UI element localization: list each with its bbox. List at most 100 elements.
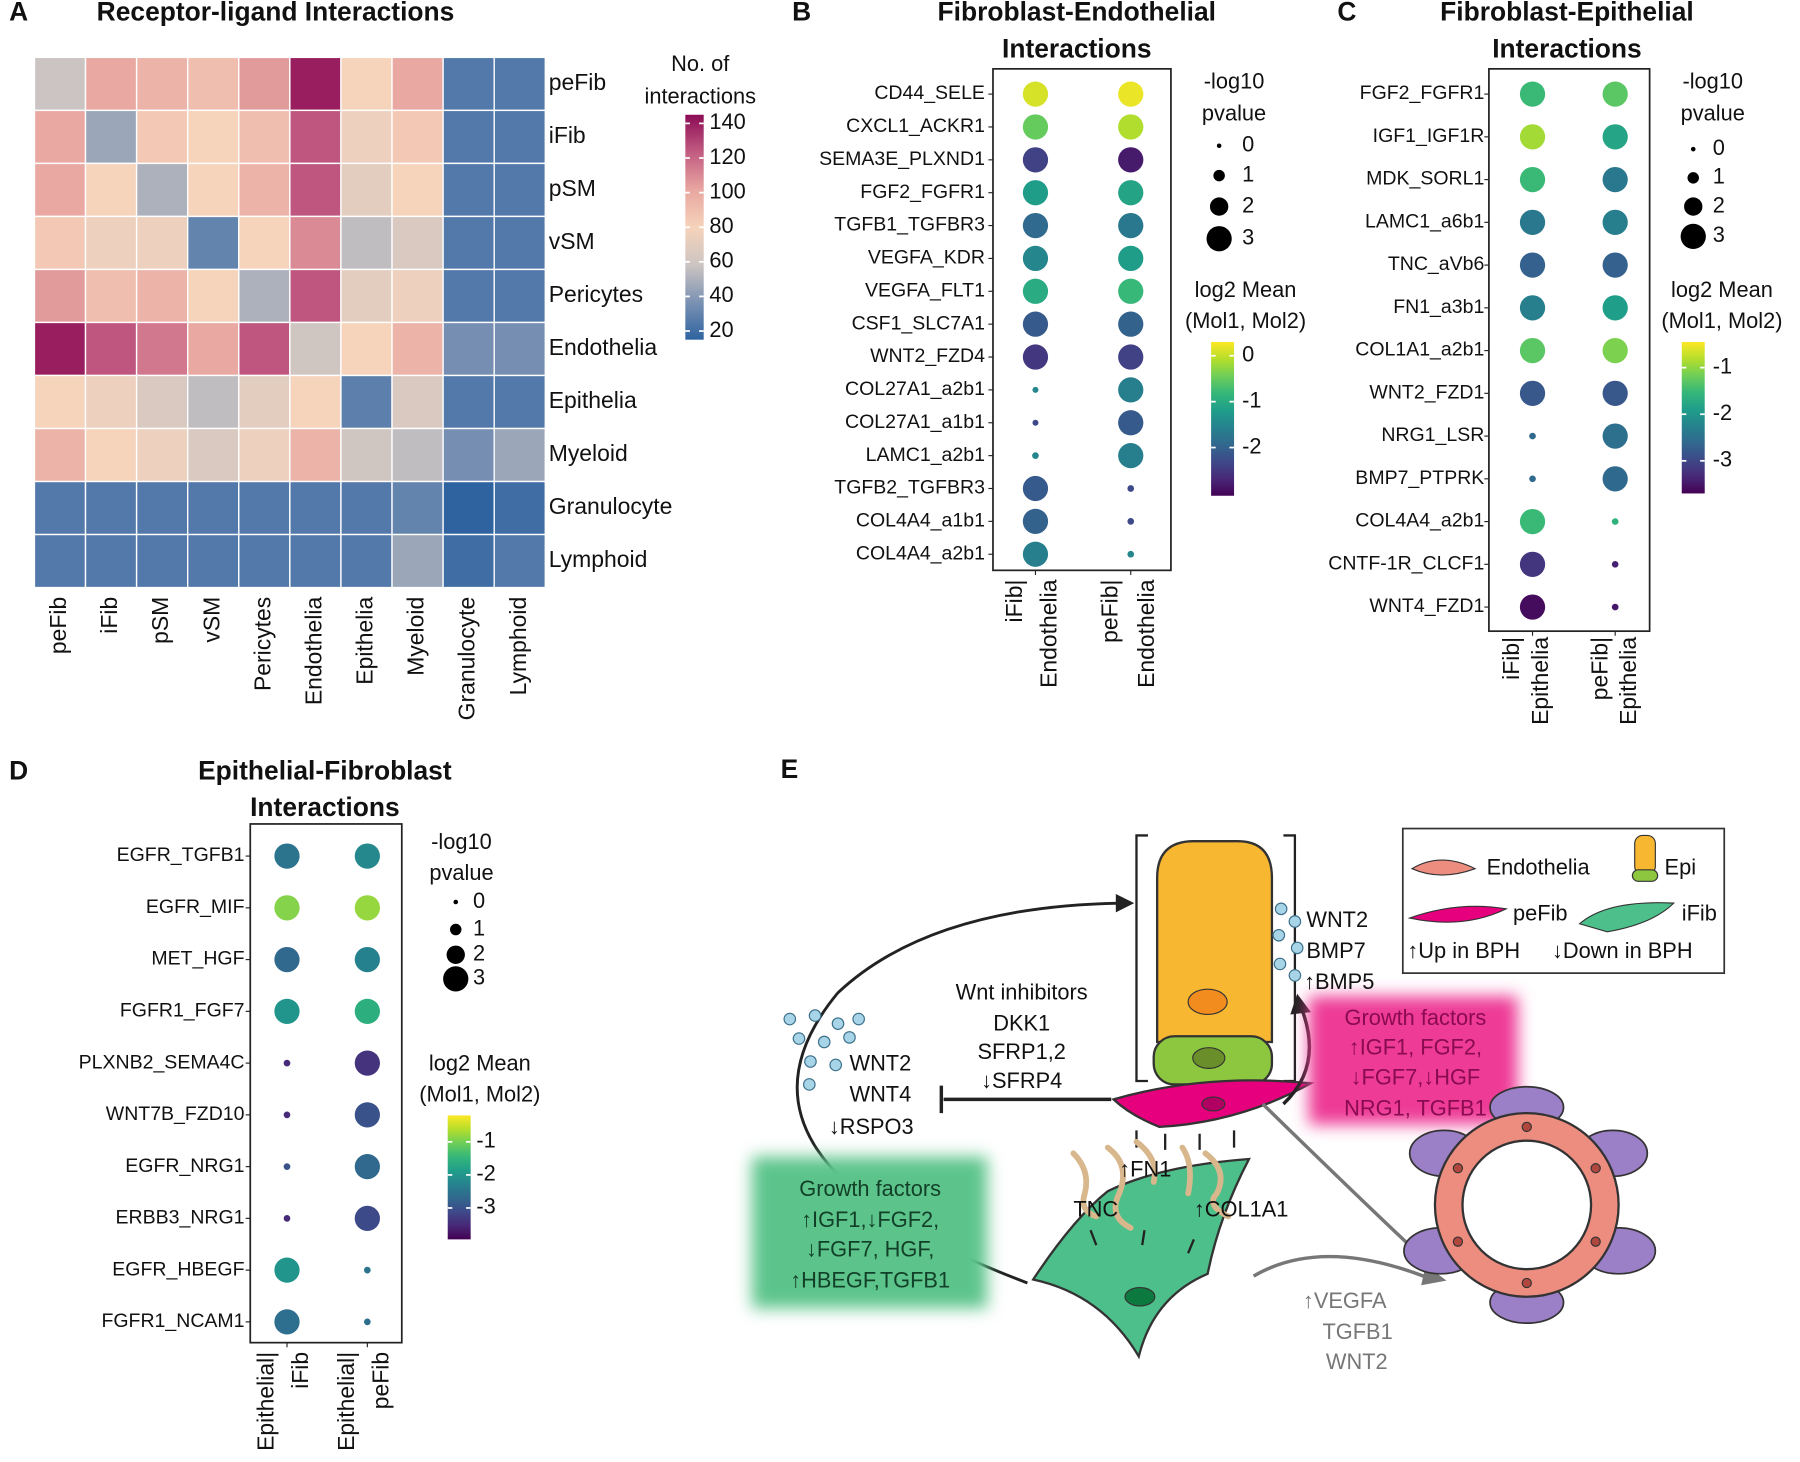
legend-label: iFib	[1682, 900, 1717, 925]
dot	[1032, 419, 1039, 426]
size-legend-dot	[1690, 146, 1696, 152]
signal: SFRP1,2	[977, 1039, 1065, 1064]
dot	[1519, 508, 1546, 535]
size-legend-dot	[446, 945, 465, 964]
dot	[1022, 344, 1049, 370]
colorbar	[1681, 341, 1705, 494]
size-legend-label: 0	[1242, 132, 1254, 157]
heatmap-cell	[187, 162, 240, 218]
dot	[354, 1102, 380, 1128]
dot	[1602, 295, 1628, 321]
dot	[274, 843, 300, 869]
legend-title: (Mol1, Mol2)	[1185, 308, 1306, 333]
heatmap-cell	[289, 268, 342, 324]
pefib-icon	[1407, 905, 1508, 923]
heatmap-cell	[84, 268, 138, 324]
heatmap-cell	[493, 374, 546, 430]
legend-title: log2 Mean	[429, 1051, 531, 1076]
size-legend-label: 3	[1713, 222, 1725, 247]
column-label: Endothelia	[300, 596, 326, 705]
heatmap-cell	[187, 109, 240, 165]
dot	[1118, 278, 1144, 304]
legend-label: peFib	[1513, 900, 1568, 925]
colorbar-tick-label: 20	[709, 317, 733, 342]
y-tick-label: FN1_a3b1	[1393, 296, 1484, 318]
heatmap-cell	[135, 109, 189, 165]
row-label: Lymphoid	[549, 546, 648, 572]
dot	[1127, 485, 1135, 492]
dot	[1022, 311, 1049, 337]
dot	[1519, 252, 1546, 278]
heatmap-cell	[340, 56, 393, 112]
heatmap-cell	[33, 480, 87, 536]
heatmap-cell	[289, 480, 342, 536]
secreted-factors	[783, 902, 1304, 1091]
y-tick-label: FGF2_FGFR1	[860, 181, 985, 203]
heatmap-cell	[238, 321, 291, 377]
heatmap-cell	[493, 162, 546, 218]
ecm-label: ↑FN1	[1119, 1156, 1171, 1181]
heatmap-cell	[238, 215, 291, 271]
dot	[1118, 114, 1144, 140]
dot	[1519, 337, 1546, 364]
chart-title: Fibroblast-Epithelial	[1440, 0, 1694, 27]
signal: Growth factors	[799, 1176, 941, 1201]
row-label: Endothelia	[549, 334, 658, 360]
colorbar-tick-label: 140	[709, 109, 745, 134]
y-tick-label: COL27A1_a2b1	[845, 378, 985, 400]
size-legend-dot	[1216, 143, 1222, 149]
heatmap-cell	[442, 480, 495, 536]
colorbar	[1211, 341, 1235, 496]
colorbar-tick-label: -1	[1242, 387, 1261, 412]
y-tick-label: NRG1_LSR	[1381, 424, 1484, 446]
size-legend-dot	[453, 899, 459, 905]
heatmap-cell	[187, 56, 240, 112]
legend-title: pvalue	[1681, 101, 1745, 126]
y-tick-label: TGFB1_TGFBR3	[834, 214, 985, 236]
heatmap-cell	[135, 480, 189, 536]
dot	[1118, 245, 1144, 272]
y-tick-label: WNT7B_FZD10	[106, 1103, 245, 1125]
nucleus	[1187, 988, 1228, 1016]
dot	[1022, 81, 1049, 107]
column-label: Myeloid	[403, 597, 429, 676]
y-tick-label: PLXNB2_SEMA4C	[79, 1051, 245, 1073]
heatmap-cell	[135, 374, 189, 430]
heatmap-cell	[135, 321, 189, 377]
size-legend-label: 2	[1713, 192, 1725, 217]
colorbar-tick-label: 60	[709, 248, 733, 273]
heatmap-cell	[238, 427, 291, 483]
heatmap-cell	[33, 374, 87, 430]
dot	[354, 1205, 380, 1231]
heatmap-cell	[135, 427, 189, 483]
dot	[1602, 81, 1628, 107]
heatmap-cell	[135, 268, 189, 324]
heatmap-cell	[493, 480, 546, 536]
heatmap-cell	[238, 374, 291, 430]
dot	[1118, 212, 1144, 239]
ifib-cell	[1031, 1157, 1251, 1360]
heatmap-cell	[391, 321, 444, 377]
y-tick-label: WNT2_FZD1	[1369, 381, 1484, 403]
dot	[283, 1163, 291, 1170]
heatmap-cell	[391, 215, 444, 271]
legend-title: pvalue	[1202, 101, 1266, 126]
dot	[1519, 380, 1546, 406]
colorbar-tick-label: -1	[476, 1128, 495, 1153]
signal: WNT2	[1326, 1349, 1388, 1374]
chart-title: Epithelial-Fibroblast	[198, 755, 452, 785]
x-tick-label: Epithelial|	[333, 1352, 359, 1451]
row-label: peFib	[549, 69, 606, 95]
heatmap-cell	[493, 109, 546, 165]
dot	[1118, 377, 1144, 403]
ecm-fiber	[1070, 1138, 1232, 1231]
chart-title: Interactions	[1002, 33, 1152, 63]
signal: ↓SFRP4	[981, 1068, 1062, 1093]
nucleus	[1124, 1286, 1156, 1307]
column-label: iFib	[96, 597, 122, 634]
y-tick-label: CXCL1_ACKR1	[846, 115, 985, 137]
signal: Growth factors	[1345, 1005, 1487, 1030]
column-label: Granulocyte	[454, 597, 480, 721]
legend-title: pvalue	[429, 860, 493, 885]
colorbar-tick-label: -2	[1242, 433, 1261, 458]
